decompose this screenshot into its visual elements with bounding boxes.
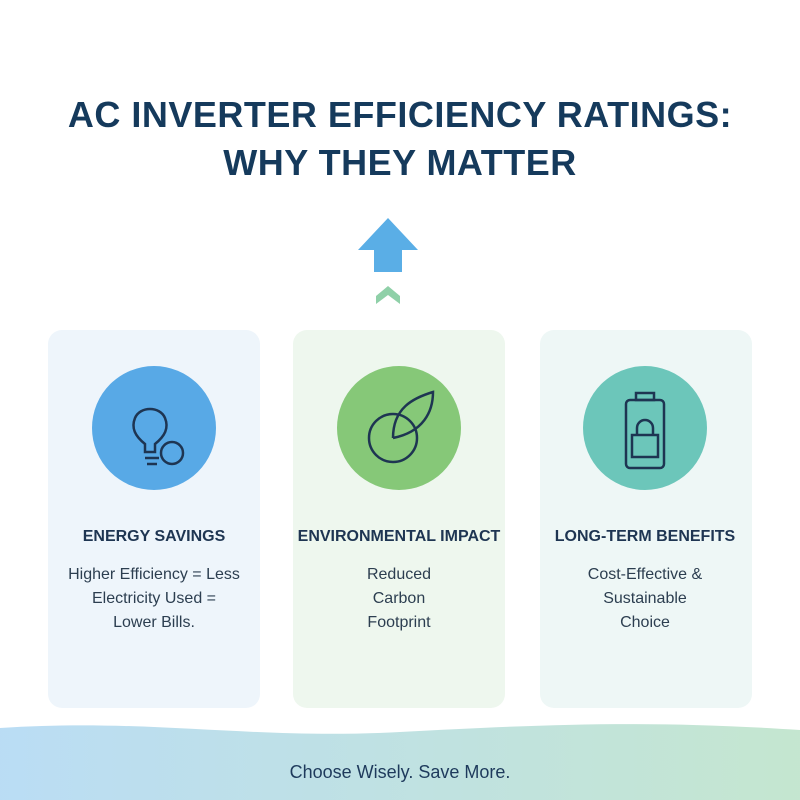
card-title: LONG-TERM BENEFITS xyxy=(554,528,736,545)
card-text: Cost-Effective & Sustainable Choice xyxy=(525,563,765,635)
card-text: Reduced Carbon Footprint xyxy=(279,563,519,635)
card-line: Choice xyxy=(620,614,670,631)
card-line: Lower Bills. xyxy=(113,614,195,631)
card-text: Higher Efficiency = Less Electricity Used… xyxy=(34,563,274,635)
card-line: Higher Efficiency = Less xyxy=(68,566,240,583)
card-line: Cost-Effective & xyxy=(587,566,703,583)
footer-text: Choose Wisely. Save More. xyxy=(289,762,511,782)
title: AC INVERTER EFFICIENCY RATINGS: xyxy=(67,94,733,135)
title: WHY THEY MATTER xyxy=(223,142,577,183)
card-line: Footprint xyxy=(367,614,431,631)
card-title: ENVIRONMENTAL IMPACT xyxy=(297,528,501,545)
card-line: Electricity Used = xyxy=(91,590,217,607)
card-line: Reduced xyxy=(366,566,432,583)
card-line: Carbon xyxy=(372,590,426,607)
card-line: Sustainable xyxy=(603,590,687,607)
card-title: ENERGY SAVINGS xyxy=(82,528,226,545)
